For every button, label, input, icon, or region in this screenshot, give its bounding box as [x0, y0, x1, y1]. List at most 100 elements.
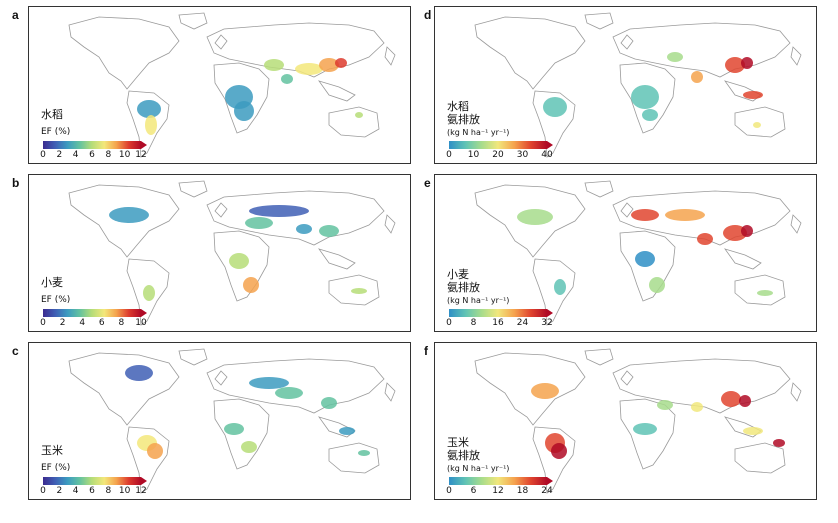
panel-letter-f: f — [424, 344, 428, 358]
colorbar-tick-label: 18 — [516, 486, 529, 496]
colorbar-tick-label: 2 — [56, 150, 63, 160]
colorbar-gradient — [449, 477, 547, 485]
colorbar-tick-label: 2 — [56, 486, 63, 496]
emission-patch — [773, 439, 785, 447]
colorbar-tick-label: 40 — [541, 150, 553, 160]
land-outline — [734, 106, 786, 138]
panel-letter-a: a — [12, 8, 19, 22]
land-outline — [474, 352, 586, 426]
emission-patch — [665, 209, 705, 221]
land-outline — [734, 442, 786, 474]
colorbar-tick-label: 2 — [59, 318, 66, 328]
emission-patch — [657, 400, 673, 410]
unit-label: (kg N ha⁻¹ yr⁻¹) — [447, 464, 510, 473]
colorbar-extend-arrow — [547, 309, 553, 317]
colorbar-gradient — [43, 309, 141, 317]
emission-patch — [517, 209, 553, 225]
emission-patch — [554, 279, 566, 295]
land-outline — [178, 12, 208, 30]
land-outline — [213, 398, 270, 470]
emission-patch — [145, 115, 157, 135]
emission-patch — [743, 427, 763, 435]
emission-patch — [234, 101, 254, 121]
emission-patch — [137, 100, 161, 118]
colorbar-ticks: 0 2 4 6 8 10 12 — [40, 150, 147, 162]
colorbar-ticks: 0 6 12 18 24 — [446, 486, 553, 498]
emission-patch — [229, 253, 249, 269]
crop-label: 玉米 — [447, 436, 469, 449]
colorbar — [43, 309, 147, 317]
emission-patch — [358, 450, 370, 456]
colorbar-tick-label: 10 — [135, 318, 147, 328]
emission-patch — [721, 391, 741, 407]
land-outline — [214, 34, 228, 50]
emission-patch — [147, 443, 163, 459]
colorbar-tick-label: 8 — [118, 318, 125, 328]
colorbar-tick-label: 6 — [89, 150, 95, 160]
colorbar-tick-label: 8 — [105, 486, 112, 496]
colorbar — [449, 141, 553, 149]
colorbar — [43, 141, 147, 149]
emission-patch — [321, 397, 337, 409]
crop-label: 小麦 — [447, 268, 469, 281]
land-outline — [328, 106, 380, 138]
land-outline — [620, 370, 634, 386]
map-panel-f: 玉米 氨排放 (kg N ha⁻¹ yr⁻¹) 0 6 12 18 24 — [434, 342, 817, 500]
emission-patch — [741, 225, 753, 237]
colorbar-tick-label: 0 — [446, 150, 452, 160]
land-outline — [384, 214, 396, 234]
map-panel-e: 小麦 氨排放 (kg N ha⁻¹ yr⁻¹) 0 8 16 24 32 — [434, 174, 817, 332]
colorbar-extend-arrow — [141, 309, 147, 317]
colorbar-tick-label: 6 — [89, 486, 95, 496]
land-outline — [214, 202, 228, 218]
colorbar-tick-label: 24 — [541, 486, 553, 496]
emission-patch — [753, 122, 761, 128]
emission-patch — [243, 277, 259, 293]
emission-patch — [319, 225, 339, 237]
land-outline — [620, 34, 634, 50]
emission-patch — [531, 383, 559, 399]
colorbar-tick-label: 10 — [467, 150, 480, 160]
colorbar-tick-label: 20 — [492, 150, 504, 160]
emission-patch — [339, 427, 355, 435]
emission-patch — [275, 387, 303, 399]
colorbar-ticks: 0 8 16 24 32 — [446, 318, 553, 330]
land-outline — [178, 180, 208, 198]
world-map-f — [474, 348, 802, 494]
colorbar-tick-label: 0 — [446, 486, 452, 496]
emission-patch — [551, 443, 567, 459]
colorbar — [43, 477, 147, 485]
unit-label: (kg N ha⁻¹ yr⁻¹) — [447, 296, 510, 305]
colorbar-gradient — [449, 309, 547, 317]
land-outline — [790, 46, 802, 66]
land-outline — [317, 80, 356, 102]
colorbar-tick-label: 0 — [40, 150, 46, 160]
colorbar-tick-label: 12 — [492, 486, 504, 496]
emission-patch — [295, 63, 323, 75]
colorbar-gradient — [43, 477, 141, 485]
ef-label: EF (%) — [41, 127, 71, 137]
land-outline — [206, 190, 385, 246]
panel-letter-b: b — [12, 176, 20, 190]
emission-patch — [143, 285, 155, 301]
colorbar-tick-label: 6 — [98, 318, 105, 328]
emission-patch — [264, 59, 284, 71]
land-outline — [384, 382, 396, 402]
emission-patch — [743, 91, 763, 99]
emission-patch — [296, 224, 312, 234]
crop-label: 水稻 — [447, 100, 469, 113]
emission-patch — [249, 377, 289, 389]
crop-label: 玉米 — [41, 444, 63, 457]
map-panel-c: 玉米 EF (%) 0 2 4 6 8 10 12 — [28, 342, 411, 500]
land-outline — [384, 46, 396, 66]
emission-patch — [543, 97, 567, 117]
emission-patch — [725, 57, 745, 73]
emission-patch — [633, 423, 657, 435]
colorbar-tick-label: 4 — [79, 318, 86, 328]
emission-patch — [741, 57, 753, 69]
world-map-a — [68, 12, 396, 158]
emission-patch — [335, 58, 347, 68]
panel-letter-d: d — [424, 8, 432, 22]
land-outline — [532, 258, 576, 326]
colorbar-tick-label: 24 — [516, 318, 529, 328]
